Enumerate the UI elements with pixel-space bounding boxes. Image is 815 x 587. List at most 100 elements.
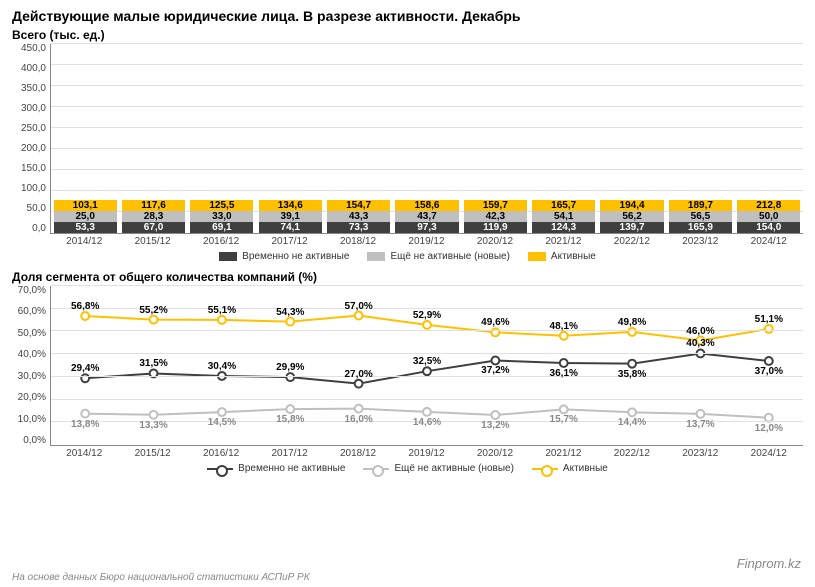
bar-value-label: 165,9 — [688, 222, 713, 233]
grid-line — [51, 285, 803, 286]
legend-item: Временно не активные — [207, 463, 345, 474]
bar-segment: 74,1 — [259, 222, 322, 233]
x-tick-label: 2019/12 — [395, 236, 458, 247]
legend-line-swatch — [532, 468, 558, 470]
point-label: 35,8% — [618, 369, 646, 380]
bar-column: 165,956,5189,7 — [669, 200, 732, 233]
bar-segment: 54,1 — [532, 211, 595, 222]
bar-value-label: 69,1 — [212, 222, 231, 233]
grid-line — [51, 353, 803, 354]
line-marker — [765, 325, 773, 333]
bar-value-label: 43,3 — [349, 211, 368, 222]
bar-column: 67,028,3117,6 — [122, 200, 185, 233]
x-tick-label: 2024/12 — [737, 236, 800, 247]
legend-label: Активные — [551, 251, 596, 262]
x-tick-label: 2020/12 — [463, 448, 526, 459]
bar-segment: 33,0 — [190, 211, 253, 222]
line-marker — [560, 359, 568, 367]
y-tick-label: 30,0% — [12, 372, 46, 382]
x-tick-label: 2019/12 — [395, 448, 458, 459]
bar-segment: 28,3 — [122, 211, 185, 222]
line-chart-subtitle: Доля сегмента от общего количества компа… — [12, 270, 803, 284]
bar-segment: 50,0 — [737, 211, 800, 222]
bar-value-label: 154,7 — [346, 200, 371, 211]
point-label: 55,2% — [139, 305, 167, 316]
bar-segment: 159,7 — [464, 200, 527, 211]
point-label: 29,4% — [71, 363, 99, 374]
y-tick-label: 50,0% — [12, 329, 46, 339]
bar-segment: 158,6 — [395, 200, 458, 211]
bar-value-label: 159,7 — [483, 200, 508, 211]
line-marker — [628, 328, 636, 336]
legend-swatch — [367, 252, 385, 261]
bar-legend: Временно не активныеЕщё не активные (нов… — [12, 251, 803, 262]
y-tick-label: 150,0 — [12, 164, 46, 174]
bar-column: 154,050,0212,8 — [737, 200, 800, 233]
bar-chart: 450,0400,0350,0300,0250,0200,0150,0100,0… — [12, 44, 803, 234]
x-tick-label: 2017/12 — [258, 448, 321, 459]
line-marker — [150, 411, 158, 419]
bar-column: 73,343,3154,7 — [327, 200, 390, 233]
bar-segment: 97,3 — [395, 222, 458, 233]
x-tick-label: 2014/12 — [53, 236, 116, 247]
legend-line-swatch — [363, 468, 389, 470]
line-marker — [355, 312, 363, 320]
y-tick-label: 400,0 — [12, 64, 46, 74]
line-chart: 70,0%60,0%50,0%40,0%30,0%20,0%10,0%0,0% … — [12, 286, 803, 446]
line-marker — [628, 360, 636, 368]
bar-value-label: 56,2 — [622, 211, 641, 222]
bar-value-label: 54,1 — [554, 211, 573, 222]
bar-segment: 165,7 — [532, 200, 595, 211]
point-label: 55,1% — [208, 305, 236, 316]
point-label: 32,5% — [413, 356, 441, 367]
point-label: 52,9% — [413, 310, 441, 321]
x-tick-label: 2014/12 — [53, 448, 116, 459]
bar-segment: 67,0 — [122, 222, 185, 233]
bar-segment: 189,7 — [669, 200, 732, 211]
x-tick-label: 2015/12 — [121, 448, 184, 459]
bar-y-axis: 450,0400,0350,0300,0250,0200,0150,0100,0… — [12, 44, 46, 234]
point-label: 13,7% — [686, 419, 714, 430]
point-label: 13,3% — [139, 420, 167, 431]
bar-value-label: 154,0 — [756, 222, 781, 233]
bar-segment: 117,6 — [122, 200, 185, 211]
y-tick-label: 200,0 — [12, 144, 46, 154]
line-marker — [355, 380, 363, 388]
bar-value-label: 139,7 — [620, 222, 645, 233]
bar-value-label: 53,3 — [75, 222, 94, 233]
y-tick-label: 20,0% — [12, 393, 46, 403]
bar-x-labels: 2014/122015/122016/122017/122018/122019/… — [50, 236, 803, 247]
point-label: 15,7% — [550, 414, 578, 425]
legend-line-swatch — [207, 468, 233, 470]
bar-segment: 125,5 — [190, 200, 253, 211]
bar-column: 69,133,0125,5 — [190, 200, 253, 233]
bar-segment: 139,7 — [600, 222, 663, 233]
bar-value-label: 50,0 — [759, 211, 778, 222]
bar-segment: 56,2 — [600, 211, 663, 222]
y-tick-label: 0,0% — [12, 436, 46, 446]
legend-label: Активные — [563, 463, 608, 474]
point-label: 31,5% — [139, 358, 167, 369]
bar-segment: 56,5 — [669, 211, 732, 222]
point-label: 54,3% — [276, 307, 304, 318]
point-label: 14,5% — [208, 417, 236, 428]
bar-value-label: 124,3 — [551, 222, 576, 233]
bar-value-label: 212,8 — [756, 200, 781, 211]
point-label: 16,0% — [344, 414, 372, 425]
point-label: 51,1% — [755, 314, 783, 325]
point-label: 56,8% — [71, 301, 99, 312]
bar-value-label: 33,0 — [212, 211, 231, 222]
brand-label: Finprom.kz — [737, 556, 801, 571]
line-marker — [286, 373, 294, 381]
x-tick-label: 2015/12 — [121, 236, 184, 247]
line-marker — [628, 408, 636, 416]
x-tick-label: 2021/12 — [532, 236, 595, 247]
y-tick-label: 300,0 — [12, 104, 46, 114]
bar-segment: 103,1 — [54, 200, 117, 211]
point-label: 14,4% — [618, 417, 646, 428]
bar-segment: 43,7 — [395, 211, 458, 222]
legend-label: Ещё не активные (новые) — [390, 251, 509, 262]
y-tick-label: 100,0 — [12, 184, 46, 194]
bar-value-label: 194,4 — [620, 200, 645, 211]
point-label: 46,0% — [686, 326, 714, 337]
